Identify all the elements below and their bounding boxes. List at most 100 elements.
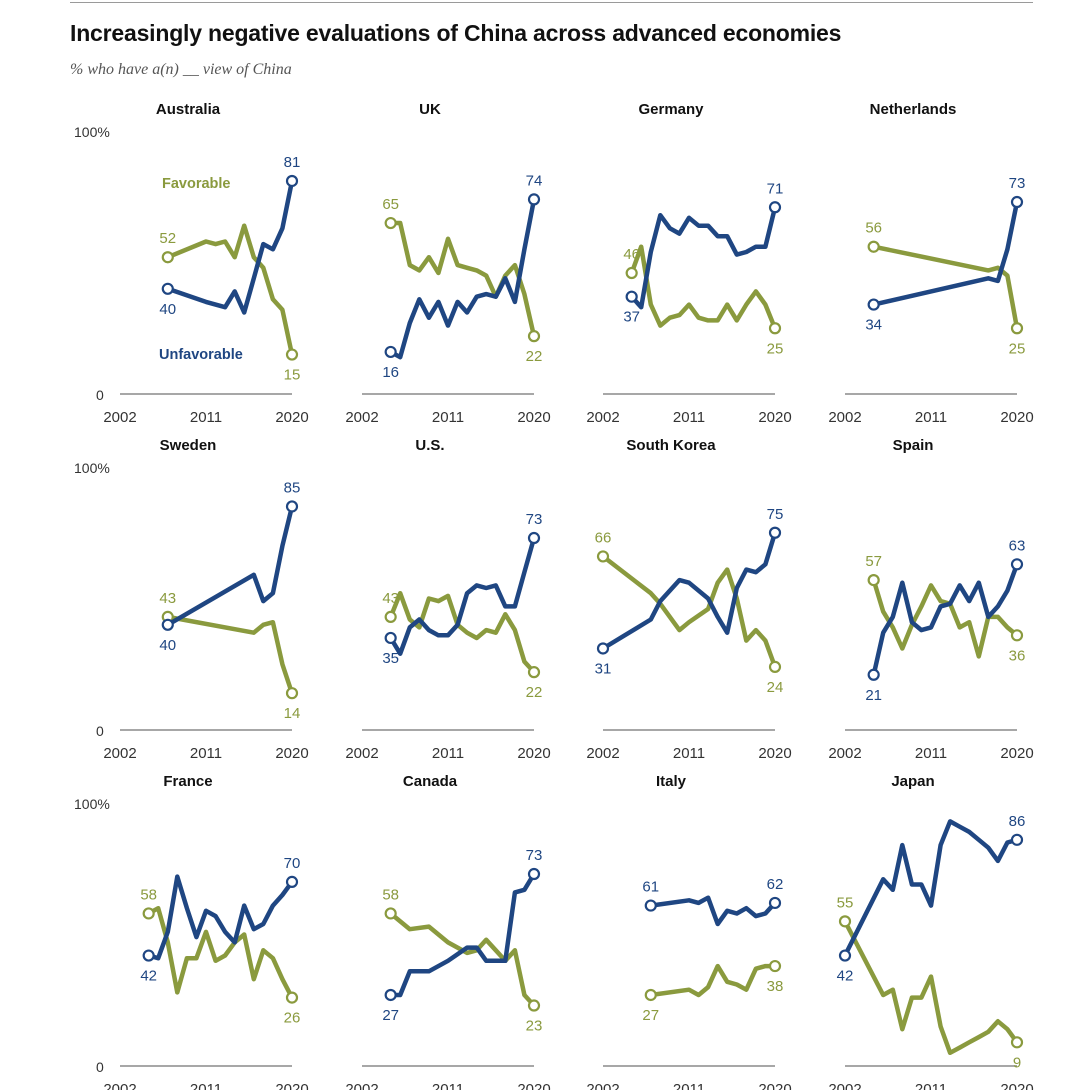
unfavorable-end-value-label: 73 — [526, 847, 543, 864]
favorable-line-netherlands — [871, 244, 1020, 331]
favorable-start-value-label: 57 — [865, 553, 882, 570]
favorable-end-marker — [527, 666, 541, 679]
favorable-start-marker — [596, 550, 610, 563]
x-tick-label: 2020 — [517, 409, 550, 426]
y-axis-label-min: 0 — [96, 1059, 104, 1075]
panel-title-france: France — [163, 773, 212, 790]
favorable-end-value-label: 15 — [284, 367, 301, 384]
unfavorable-start-value-label: 35 — [382, 650, 399, 667]
x-tick-label: 2020 — [275, 409, 308, 426]
y-axis-label-min: 0 — [96, 723, 104, 739]
x-tick-label: 2002 — [103, 745, 136, 762]
favorable-start-marker — [644, 988, 657, 1002]
favorable-line-south-korea — [600, 554, 778, 670]
unfavorable-start-marker — [161, 618, 174, 631]
unfavorable-start-value-label: 31 — [595, 660, 612, 677]
unfavorable-end-value-label: 70 — [284, 855, 301, 872]
unfavorable-end-marker — [1010, 558, 1024, 571]
unfavorable-start-value-label: 27 — [382, 1007, 399, 1024]
unfavorable-end-marker — [527, 867, 541, 881]
favorable-start-value-label: 66 — [595, 529, 612, 546]
unfavorable-end-value-label: 85 — [284, 479, 301, 496]
favorable-end-marker — [285, 991, 299, 1004]
unfavorable-end-value-label: 71 — [767, 180, 784, 197]
unfavorable-end-marker — [527, 531, 541, 545]
x-tick-label: 2011 — [432, 1081, 464, 1090]
favorable-end-value-label: 24 — [767, 679, 784, 696]
favorable-start-value-label: 27 — [642, 1007, 659, 1024]
x-tick-label: 2002 — [828, 1081, 861, 1090]
favorable-end-value-label: 22 — [526, 348, 543, 365]
favorable-end-value-label: 26 — [284, 1010, 301, 1027]
unfavorable-end-marker — [768, 526, 782, 539]
favorable-end-value-label: 22 — [526, 684, 543, 701]
favorable-line-sweden — [165, 614, 295, 696]
x-tick-label: 2002 — [345, 1081, 378, 1090]
unfavorable-series-label: Unfavorable — [159, 347, 243, 363]
favorable-end-marker — [527, 999, 541, 1012]
unfavorable-end-value-label: 62 — [767, 876, 784, 893]
x-tick-label: 2002 — [828, 745, 861, 762]
unfavorable-start-marker — [644, 899, 657, 912]
unfavorable-end-value-label: 73 — [1009, 175, 1026, 192]
unfavorable-end-value-label: 86 — [1009, 813, 1026, 830]
x-tick-label: 2020 — [275, 1081, 308, 1090]
x-tick-label: 2002 — [586, 745, 619, 762]
unfavorable-line-netherlands — [871, 199, 1020, 307]
unfavorable-start-value-label: 21 — [865, 687, 882, 704]
unfavorable-end-value-label: 74 — [526, 172, 543, 189]
unfavorable-start-marker — [384, 988, 397, 1002]
favorable-end-value-label: 14 — [284, 705, 301, 722]
y-axis-label-max: 100% — [74, 124, 110, 140]
favorable-end-marker — [768, 322, 782, 335]
chart-title: Increasingly negative evaluations of Chi… — [70, 20, 842, 46]
unfavorable-end-value-label: 63 — [1009, 537, 1026, 554]
unfavorable-end-marker — [1010, 195, 1024, 209]
unfavorable-end-marker — [768, 201, 782, 214]
unfavorable-line-uk — [388, 197, 537, 360]
x-tick-label: 2011 — [432, 409, 464, 426]
favorable-end-value-label: 25 — [767, 340, 784, 357]
favorable-end-marker — [285, 348, 299, 361]
x-tick-label: 2011 — [915, 745, 947, 762]
x-tick-label: 2011 — [190, 1081, 222, 1090]
favorable-end-value-label: 25 — [1009, 340, 1026, 357]
unfavorable-end-value-label: 75 — [767, 506, 784, 523]
y-axis-label-max: 100% — [74, 796, 110, 812]
x-tick-label: 2011 — [673, 1081, 705, 1090]
favorable-end-marker — [285, 687, 299, 700]
favorable-start-marker — [142, 907, 155, 920]
unfavorable-start-marker — [625, 290, 638, 303]
favorable-line-france — [146, 905, 295, 1000]
favorable-line-germany — [629, 244, 778, 331]
favorable-start-value-label: 58 — [382, 886, 399, 903]
favorable-line-australia — [165, 223, 295, 357]
y-axis-label-min: 0 — [96, 387, 104, 403]
unfavorable-start-value-label: 40 — [159, 637, 176, 654]
unfavorable-start-value-label: 61 — [642, 879, 659, 896]
favorable-start-marker — [867, 240, 880, 253]
favorable-end-marker — [1010, 322, 1024, 335]
x-tick-label: 2020 — [1000, 1081, 1033, 1090]
unfavorable-start-marker — [596, 642, 610, 655]
panel-title-sweden: Sweden — [160, 437, 217, 454]
x-tick-label: 2002 — [586, 1081, 619, 1090]
favorable-start-marker — [867, 573, 880, 587]
x-tick-label: 2011 — [915, 1081, 947, 1090]
unfavorable-line-south-korea — [600, 530, 778, 651]
x-tick-label: 2011 — [190, 409, 222, 426]
favorable-start-marker — [625, 266, 638, 280]
unfavorable-start-marker — [867, 668, 880, 681]
x-tick-label: 2011 — [432, 745, 464, 762]
panel-title-u-s: U.S. — [415, 437, 444, 454]
x-tick-label: 2011 — [915, 409, 947, 426]
favorable-start-marker — [384, 610, 397, 624]
favorable-start-marker — [838, 915, 852, 928]
x-tick-label: 2020 — [758, 745, 791, 762]
y-axis-label-max: 100% — [74, 460, 110, 476]
unfavorable-start-marker — [384, 631, 397, 645]
favorable-end-marker — [1010, 1036, 1024, 1049]
panel-title-spain: Spain — [893, 437, 934, 454]
chart-subtitle: % who have a(n) __ view of China — [70, 61, 292, 78]
